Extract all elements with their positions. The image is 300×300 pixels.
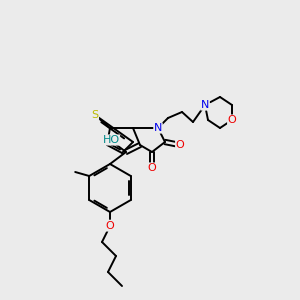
Text: O: O — [228, 115, 236, 125]
Text: HO: HO — [102, 135, 120, 145]
Text: N: N — [154, 123, 162, 133]
Text: O: O — [106, 221, 114, 231]
Text: O: O — [176, 140, 184, 150]
Text: S: S — [92, 110, 99, 120]
Text: O: O — [148, 163, 156, 173]
Text: N: N — [201, 100, 209, 110]
